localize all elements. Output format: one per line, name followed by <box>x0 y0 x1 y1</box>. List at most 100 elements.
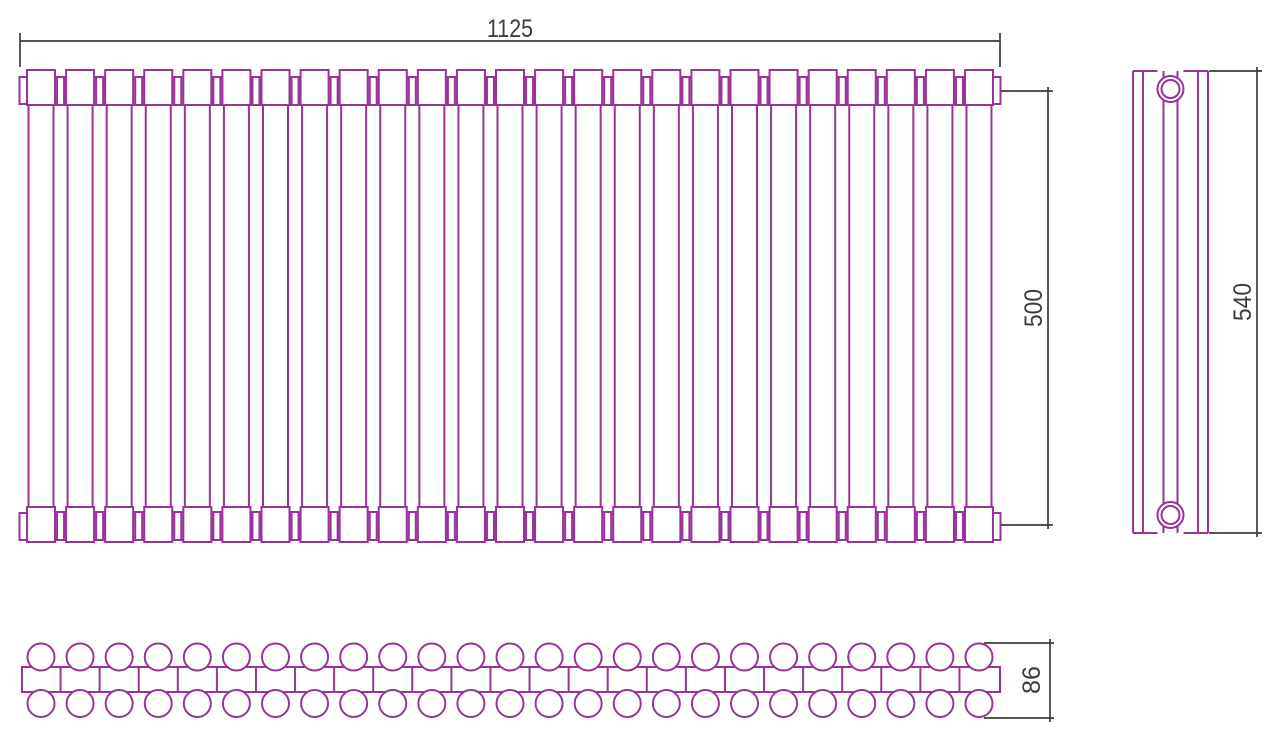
radiator-tube-body <box>418 104 446 508</box>
radiator-tube-head-bottom <box>846 506 877 543</box>
tube-cross-section-front <box>495 642 525 672</box>
tube-cross-section-back <box>260 689 290 718</box>
radiator-tube-body <box>770 104 798 508</box>
radiator-tube-head-bottom <box>729 506 760 543</box>
radiator-tube-head-bottom <box>104 506 135 543</box>
tube-cross-section-back <box>847 689 877 718</box>
tube-cross-section-back <box>182 689 212 718</box>
tube-cross-section-back <box>651 689 681 718</box>
tube-cross-section-front <box>182 642 212 672</box>
tube-cross-section-back <box>378 689 408 718</box>
side-view <box>1132 70 1209 534</box>
radiator-tube-body <box>27 104 55 508</box>
radiator-tube-head-top <box>104 69 135 106</box>
radiator-tube-body <box>379 104 407 508</box>
radiator-tube-head-bottom <box>885 506 916 543</box>
radiator-tube-body <box>887 104 915 508</box>
mounting-tab-top-right <box>992 76 1002 105</box>
radiator-tube-head-bottom <box>924 506 955 543</box>
radiator-tube-body <box>848 104 876 508</box>
front-height-dimension <box>1001 87 1053 529</box>
front-width-dimension <box>19 33 1001 67</box>
radiator-tube-head-bottom <box>26 506 56 543</box>
port-circle-inner <box>1160 79 1181 99</box>
tube-cross-section-back <box>339 689 369 718</box>
radiator-tube-body <box>496 104 524 508</box>
tube-cross-section-back <box>143 689 173 718</box>
mounting-tab-top-left <box>18 76 28 105</box>
radiator-tube-head-top <box>612 69 643 106</box>
radiator-tube-head-bottom <box>612 506 643 543</box>
radiator-tube-body <box>66 104 94 508</box>
tube-cross-section-front <box>221 642 251 672</box>
port-circle-inner <box>1160 505 1181 525</box>
radiator-tube-head-top <box>299 69 330 106</box>
radiator-tube-head-bottom <box>494 506 525 543</box>
radiator-tube-body <box>535 104 563 508</box>
tube-cross-section-front <box>339 642 369 672</box>
tube-cross-section-back <box>964 689 994 718</box>
radiator-tube-head-top <box>143 69 174 106</box>
top-depth-dimension <box>984 639 1054 722</box>
radiator-tube-body <box>144 104 172 508</box>
tube-cross-section-back <box>573 689 603 718</box>
tube-cross-section-front <box>260 642 290 672</box>
dimension-side-height-value: 540 <box>1229 283 1257 321</box>
radiator-tube-head-bottom <box>377 506 408 543</box>
top-view <box>21 642 1001 718</box>
tube-cross-section-front <box>612 642 642 672</box>
tube-cross-section-front <box>104 642 134 672</box>
tube-cross-section-back <box>300 689 330 718</box>
radiator-tube-head-top <box>260 69 291 106</box>
tube-cross-section-front <box>690 642 720 672</box>
tube-cross-section-back <box>26 689 56 718</box>
tube-cross-section-front <box>534 642 564 672</box>
tube-cross-section-back <box>729 689 759 718</box>
radiator-tube-head-bottom <box>768 506 799 543</box>
radiator-tube-head-top <box>963 69 994 106</box>
tube-cross-section-back <box>690 689 720 718</box>
radiator-tube-head-bottom <box>65 506 96 543</box>
radiator-tube-body <box>261 104 289 508</box>
tube-cross-section-front <box>808 642 838 672</box>
radiator-tube-body <box>730 104 758 508</box>
radiator-tube-head-top <box>221 69 252 106</box>
radiator-tube-head-bottom <box>221 506 252 543</box>
tube-cross-section-front <box>378 642 408 672</box>
radiator-tube-head-bottom <box>299 506 330 543</box>
radiator-tube-head-bottom <box>260 506 291 543</box>
tube-cross-section-back <box>534 689 564 718</box>
tube-cross-section-front <box>26 642 56 672</box>
dimension-width-value: 1125 <box>487 15 533 43</box>
radiator-tube-head-top <box>729 69 760 106</box>
tube-cross-section-front <box>925 642 955 672</box>
radiator-tube-body <box>926 104 954 508</box>
radiator-tube-body <box>574 104 602 508</box>
front-view <box>18 69 1002 543</box>
radiator-tube-head-bottom <box>338 506 369 543</box>
radiator-tube-head-top <box>807 69 838 106</box>
radiator-tube-head-top <box>26 69 56 106</box>
radiator-tube-head-bottom <box>455 506 486 543</box>
tube-cross-section-back <box>65 689 95 718</box>
radiator-tube-body <box>222 104 250 508</box>
radiator-tube-body <box>183 104 211 508</box>
tube-cross-section-back <box>886 689 916 718</box>
radiator-tube-head-bottom <box>807 506 838 543</box>
tube-cross-section-back <box>104 689 134 718</box>
dimension-depth-value: 86 <box>1018 666 1046 694</box>
radiator-tube-head-bottom <box>651 506 682 543</box>
radiator-tube-head-top <box>690 69 721 106</box>
radiator-tube-body <box>809 104 837 508</box>
radiator-tube-head-top <box>494 69 525 106</box>
tube-cross-section-front <box>769 642 799 672</box>
radiator-tube-head-bottom <box>573 506 604 543</box>
tube-cross-section-front <box>847 642 877 672</box>
radiator-tube-body <box>105 104 133 508</box>
tube-cross-section-back <box>417 689 447 718</box>
radiator-tube-head-top <box>573 69 604 106</box>
radiator-tube-head-top <box>534 69 565 106</box>
tube-cross-section-back <box>925 689 955 718</box>
